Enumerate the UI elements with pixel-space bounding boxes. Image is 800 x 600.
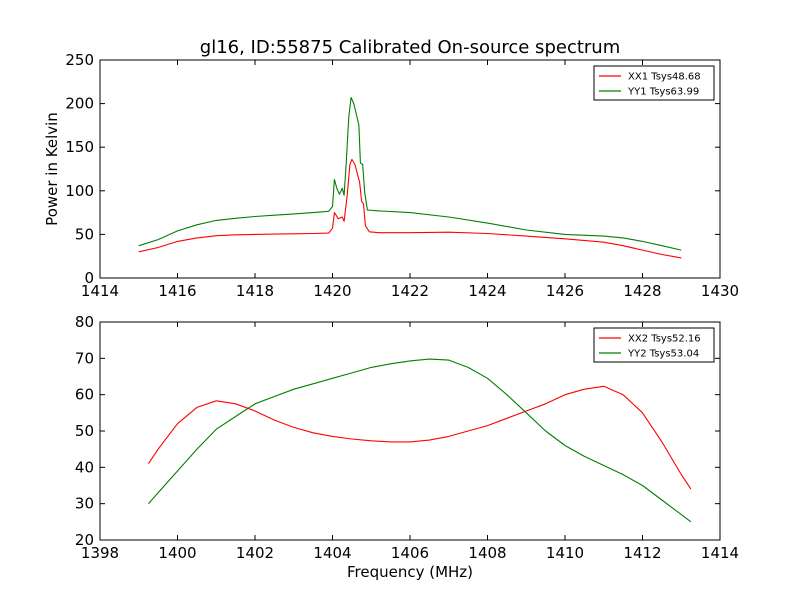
x-tick-label: 1402 xyxy=(236,544,274,562)
legend-box xyxy=(593,327,715,363)
y-tick-label: 80 xyxy=(75,313,94,331)
series-line-1 xyxy=(138,158,682,259)
series-line-2 xyxy=(138,96,682,251)
x-tick-label: 1404 xyxy=(313,544,351,562)
x-tick-label: 1398 xyxy=(81,544,119,562)
y-tick-label: 0 xyxy=(84,269,94,287)
y-tick-label: 30 xyxy=(75,495,94,513)
x-tick-label: 1406 xyxy=(391,544,429,562)
top-plot: 1414 1416 1418 1420 1422 1424 1426 1428 1430 0 50 1… xyxy=(65,51,739,300)
x-tick-label: 1420 xyxy=(313,282,351,300)
x-tick-label: 1414 xyxy=(81,282,119,300)
y-tick-label: 250 xyxy=(65,51,94,69)
x-tick-label: 1426 xyxy=(546,282,584,300)
x-tick-label: 1416 xyxy=(158,282,196,300)
bottom-x-axis-label: Frequency (MHz) xyxy=(347,563,473,581)
legend-label: YY1 Tsys63.99 xyxy=(627,87,699,98)
series-line-2 xyxy=(147,358,692,523)
chart-title: gl16, ID:55875 Calibrated On-source spec… xyxy=(200,37,620,58)
legend-label: YY2 Tsys53.04 xyxy=(627,349,699,360)
y-tick-label: 200 xyxy=(65,95,94,113)
x-tick-label: 1424 xyxy=(468,282,506,300)
x-tick-label: 1410 xyxy=(546,544,584,562)
bottom-plot: 1398 1400 1402 1404 1406 1408 1410 1412 1414 20 30… xyxy=(75,313,739,562)
x-tick-label: 1400 xyxy=(158,544,196,562)
y-tick-label: 50 xyxy=(75,225,94,243)
legend-label: XX1 Tsys48.68 xyxy=(628,72,701,83)
series-line-1 xyxy=(147,385,692,490)
legend: XX2 Tsys52.16 YY2 Tsys53.04 xyxy=(593,327,715,363)
x-tick-label: 1430 xyxy=(701,282,739,300)
y-tick-label: 100 xyxy=(65,182,94,200)
top-y-axis-label: Power in Kelvin xyxy=(43,112,61,226)
legend-box xyxy=(593,65,715,101)
y-tick-label: 70 xyxy=(75,349,94,367)
x-tick-label: 1408 xyxy=(468,544,506,562)
x-tick-label: 1412 xyxy=(623,544,661,562)
y-tick-label: 50 xyxy=(75,422,94,440)
y-tick-label: 150 xyxy=(65,138,94,156)
y-tick-label: 40 xyxy=(75,458,94,476)
legend-label: XX2 Tsys52.16 xyxy=(628,334,701,345)
x-tick-label: 1418 xyxy=(236,282,274,300)
y-tick-label: 60 xyxy=(75,386,94,404)
x-tick-label: 1422 xyxy=(391,282,429,300)
x-tick-label: 1414 xyxy=(701,544,739,562)
x-tick-label: 1428 xyxy=(623,282,661,300)
y-tick-label: 20 xyxy=(75,531,94,549)
legend: XX1 Tsys48.68 YY1 Tsys63.99 xyxy=(593,65,715,101)
